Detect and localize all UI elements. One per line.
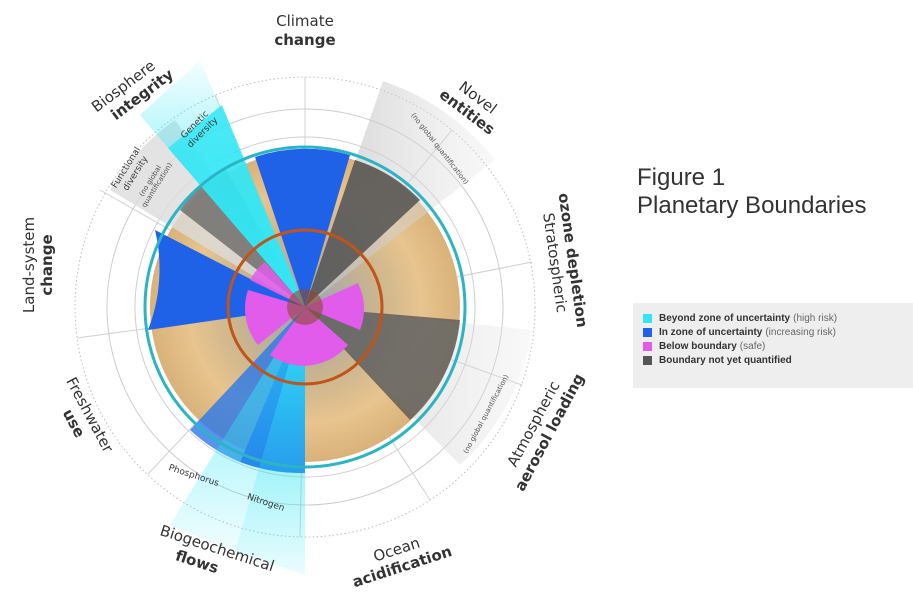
legend-item-safe: Below boundary (safe) bbox=[643, 339, 913, 353]
legend: Beyond zone of uncertainty (high risk) I… bbox=[633, 303, 913, 388]
aerosol-core bbox=[305, 307, 460, 420]
legend-label-beyond: Beyond zone of uncertainty bbox=[659, 312, 791, 324]
safe-zone-ozone bbox=[305, 283, 365, 330]
legend-swatch-safe bbox=[643, 341, 652, 351]
legend-label-uncertainty: In zone of uncertainty bbox=[659, 326, 763, 338]
legend-item-not-quantified: Boundary not yet quantified bbox=[643, 353, 913, 367]
land-system-label-line1: Land-system bbox=[20, 217, 38, 313]
legend-note-beyond: (high risk) bbox=[793, 312, 838, 324]
legend-item-beyond: Beyond zone of uncertainty (high risk) bbox=[643, 311, 913, 325]
safe-boundary-ring bbox=[226, 228, 384, 386]
legend-swatch-uncertainty bbox=[643, 327, 652, 337]
figure-title: Planetary Boundaries bbox=[637, 192, 867, 219]
figure-heading: Figure 1 Planetary Boundaries bbox=[637, 164, 913, 220]
legend-swatch-beyond bbox=[643, 313, 652, 323]
phosphorus-uncertainty bbox=[190, 307, 305, 462]
legend-item-uncertainty: In zone of uncertainty (increasing risk) bbox=[643, 325, 913, 339]
earth-center bbox=[287, 289, 323, 325]
outer-boundary-ring bbox=[143, 145, 467, 469]
genetic-diversity-solid bbox=[168, 105, 305, 307]
novel-entities-core bbox=[305, 160, 420, 307]
figure-number: Figure 1 bbox=[637, 164, 726, 191]
safe-zone-ocean bbox=[270, 307, 348, 366]
land-system-label-line2: change bbox=[38, 234, 56, 295]
legend-note-safe: (safe) bbox=[739, 340, 766, 352]
climate-change-uncertainty bbox=[255, 148, 350, 307]
nitrogen-beyond bbox=[235, 307, 305, 575]
legend-swatch-not-quantified bbox=[643, 355, 652, 365]
legend-label-not-quantified: Boundary not yet quantified bbox=[659, 354, 792, 366]
biogeochemical-beyond bbox=[170, 307, 305, 552]
climate-change-label-line2: change bbox=[274, 31, 335, 49]
legend-note-uncertainty: (increasing risk) bbox=[765, 326, 836, 338]
legend-label-safe: Below boundary bbox=[659, 340, 737, 352]
climate-change-label-line1: Climate bbox=[276, 12, 334, 30]
